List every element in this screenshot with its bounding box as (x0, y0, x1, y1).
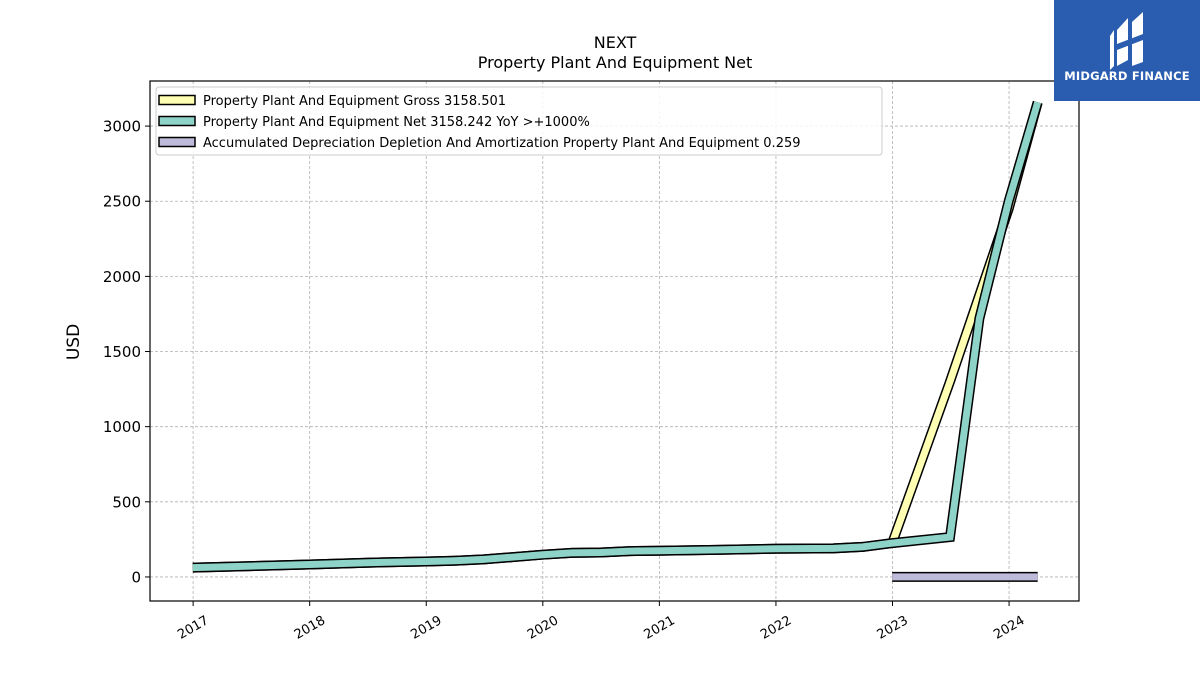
y-tick-label: 2000 (103, 268, 141, 286)
x-axis-ticks: 2017 2018 2019 2020 2021 2022 2023 2024 (175, 601, 1027, 643)
legend: Property Plant And Equipment Gross 3158.… (155, 86, 883, 156)
x-tick-label: 2018 (292, 613, 328, 643)
y-tick-label: 1500 (103, 343, 141, 361)
legend-box (155, 86, 883, 156)
y-axis-ticks: 0 500 1000 1500 2000 2500 3000 (103, 118, 150, 586)
series-layer (192, 100, 1043, 582)
y-tick-label: 2500 (103, 193, 141, 211)
midgard-finance-logo: MIDGARD FINANCE (1054, 0, 1200, 101)
legend-label: Accumulated Depreciation Depletion And A… (203, 136, 801, 151)
logo-mark-icon (1110, 12, 1143, 70)
y-tick-label: 3000 (103, 118, 141, 136)
logo-text: MIDGARD FINANCE (1064, 69, 1190, 83)
x-tick-label: 2022 (758, 613, 794, 643)
plot-frame (149, 80, 1080, 602)
legend-swatch (158, 115, 196, 127)
y-axis-label: USD (64, 324, 84, 360)
legend-swatch (158, 136, 196, 148)
series-line-1 (192, 100, 1043, 573)
series-line-fill (192, 101, 1042, 572)
x-tick-label: 2020 (525, 613, 561, 643)
x-tick-label: 2024 (991, 613, 1027, 643)
grid-lines (150, 81, 1079, 601)
x-tick-label: 2021 (642, 613, 678, 643)
legend-label: Property Plant And Equipment Gross 3158.… (203, 94, 506, 109)
x-tick-label: 2019 (408, 613, 444, 643)
x-tick-label: 2023 (875, 613, 911, 643)
chart-subtitle: Property Plant And Equipment Net (478, 53, 753, 72)
legend-swatch (158, 94, 196, 106)
y-tick-label: 0 (131, 568, 141, 586)
legend-label: Property Plant And Equipment Net 3158.24… (203, 115, 590, 130)
x-tick-label: 2017 (175, 613, 211, 643)
y-tick-label: 500 (112, 493, 141, 511)
y-tick-label: 1000 (103, 418, 141, 436)
chart-title: NEXT (594, 33, 637, 52)
series-line-fill (192, 101, 1042, 572)
series-line-2 (192, 100, 1043, 573)
